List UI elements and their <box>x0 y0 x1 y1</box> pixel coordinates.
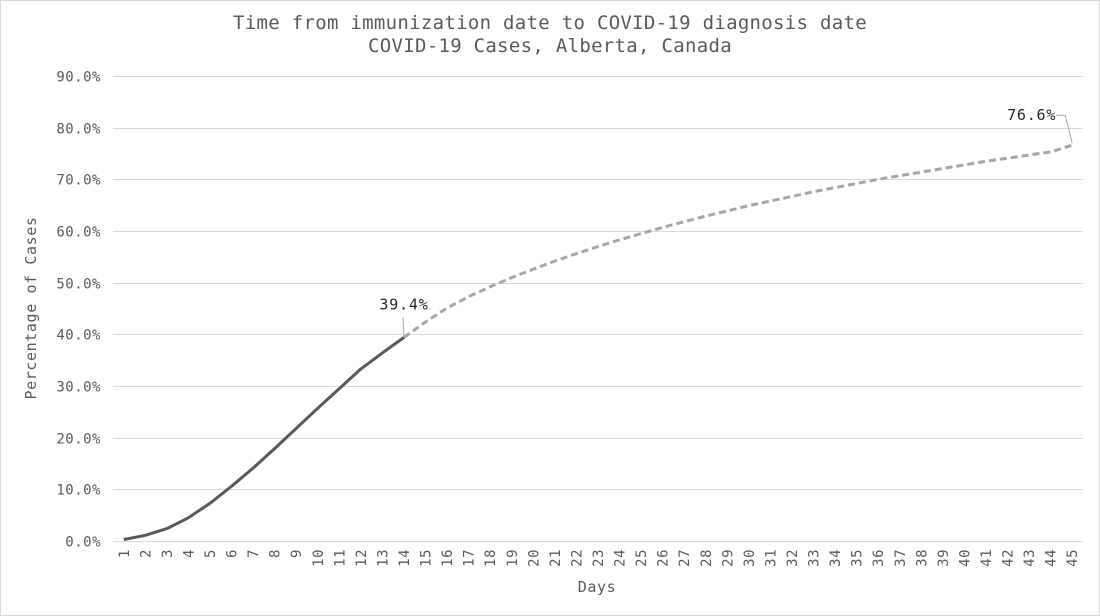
x-tick-label: 41 <box>979 549 995 567</box>
x-tick-label: 19 <box>505 549 521 567</box>
y-tick-label: 50.0% <box>56 277 101 293</box>
x-tick-label: 15 <box>419 549 435 567</box>
y-tick-label: 80.0% <box>56 122 101 138</box>
x-tick-label: 1 <box>117 549 133 558</box>
data-label: 39.4% <box>379 295 428 313</box>
x-tick-label: 25 <box>634 549 650 567</box>
x-tick-label: 11 <box>332 549 348 567</box>
x-tick-label: 10 <box>311 549 327 567</box>
x-tick-label: 28 <box>699 549 715 567</box>
x-tick-label: 7 <box>246 549 262 558</box>
x-tick-label: 4 <box>181 549 197 558</box>
observed-series-line <box>123 336 405 541</box>
projected-series-line <box>403 143 1073 339</box>
x-tick-label: 42 <box>1001 549 1017 567</box>
x-tick-label: 31 <box>763 549 779 567</box>
x-tick-label: 30 <box>742 549 758 567</box>
x-tick-label: 37 <box>893 549 909 567</box>
callout-leader-line <box>1056 114 1073 144</box>
x-tick-label: 40 <box>957 549 973 567</box>
x-tick-label: 12 <box>354 549 370 567</box>
x-tick-label: 24 <box>613 549 629 567</box>
data-label: 76.6% <box>1007 106 1056 124</box>
y-tick-label: 20.0% <box>56 432 101 448</box>
x-tick-label: 22 <box>569 549 585 567</box>
callout-leader-line <box>402 317 405 337</box>
x-tick-label: 45 <box>1065 549 1081 567</box>
x-tick-label: 43 <box>1022 549 1038 567</box>
x-axis-tick-labels: 1 2 3 4 5 6 7 8 9 10 11 12 13 14 15 16 17 18 19 20 21 22 23 24 2… <box>117 549 1081 567</box>
x-tick-label: 5 <box>203 549 219 558</box>
x-tick-label: 39 <box>936 549 952 567</box>
chart-title: Time from immunization date to COVID-19 … <box>233 12 867 34</box>
x-tick-label: 26 <box>656 549 672 567</box>
x-tick-label: 29 <box>720 549 736 567</box>
y-tick-label: 60.0% <box>56 225 101 241</box>
x-tick-label: 8 <box>268 549 284 558</box>
x-tick-label: 23 <box>591 549 607 567</box>
x-tick-label: 36 <box>871 549 887 567</box>
x-tick-label: 14 <box>397 549 413 567</box>
x-tick-label: 32 <box>785 549 801 567</box>
chart-subtitle: COVID-19 Cases, Alberta, Canada <box>368 35 732 57</box>
y-tick-label: 40.0% <box>56 328 101 344</box>
x-tick-label: 21 <box>548 549 564 567</box>
x-tick-label: 9 <box>289 549 305 558</box>
series-lines <box>123 143 1073 541</box>
x-tick-label: 34 <box>828 549 844 567</box>
x-tick-label: 17 <box>462 549 478 567</box>
gridlines <box>113 76 1083 542</box>
x-axis-title: Days <box>578 578 617 596</box>
y-tick-label: 90.0% <box>56 70 101 86</box>
y-axis-tick-labels: 0.0% 10.0% 20.0% 30.0% 40.0% 50.0% 60.0% 70.0% 8… <box>56 70 101 551</box>
x-tick-label: 6 <box>225 549 241 558</box>
x-tick-label: 18 <box>483 549 499 567</box>
x-tick-label: 33 <box>807 549 823 567</box>
y-tick-label: 0.0% <box>65 535 101 551</box>
x-tick-label: 3 <box>160 549 176 558</box>
y-axis-title: Percentage of Cases <box>22 217 40 400</box>
y-tick-label: 30.0% <box>56 380 101 396</box>
x-tick-label: 27 <box>677 549 693 567</box>
x-tick-label: 13 <box>375 549 391 567</box>
x-tick-label: 20 <box>526 549 542 567</box>
x-tick-label: 2 <box>138 549 154 558</box>
y-tick-label: 10.0% <box>56 483 101 499</box>
y-tick-label: 70.0% <box>56 173 101 189</box>
x-tick-label: 38 <box>914 549 930 567</box>
data-callouts: 39.4% 76.6% <box>379 106 1073 337</box>
x-tick-label: 16 <box>440 549 456 567</box>
x-tick-label: 35 <box>850 549 866 567</box>
x-tick-label: 44 <box>1044 549 1060 567</box>
